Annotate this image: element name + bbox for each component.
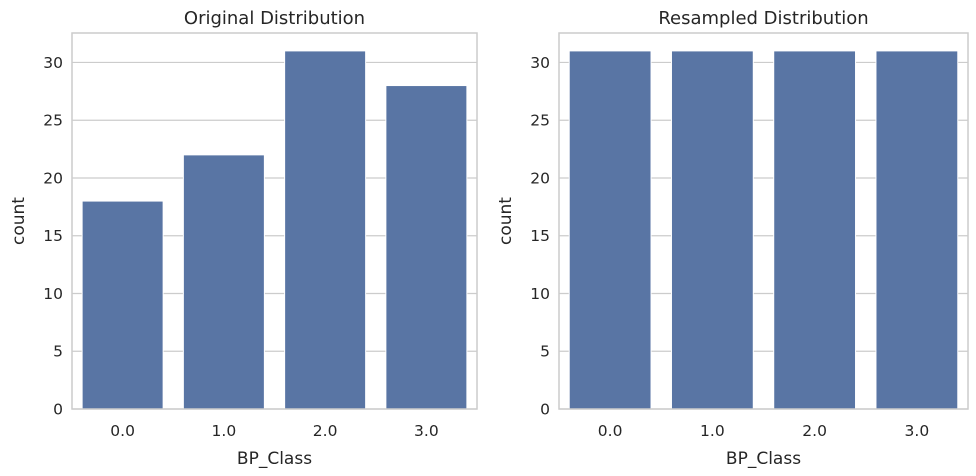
y-tick-label: 0 — [540, 401, 550, 419]
y-tick-label: 25 — [43, 112, 63, 130]
chart-original-distribution: 0 5 10 15 20 25 30 0.0 1.0 2.0 3.0 Original Distrib… — [9, 8, 478, 469]
y-tick-label: 15 — [530, 227, 550, 245]
x-tick-label: 3.0 — [414, 422, 439, 440]
y-axis-label: count — [9, 197, 29, 245]
chart-title: Original Distribution — [184, 8, 365, 29]
x-tick-labels: 0.0 1.0 2.0 3.0 — [598, 422, 929, 440]
x-tick-label: 0.0 — [110, 422, 135, 440]
bar-2.0 — [284, 50, 367, 410]
x-tick-label: 1.0 — [700, 422, 725, 440]
y-tick-labels: 0 5 10 15 20 25 30 — [43, 54, 63, 419]
x-tick-labels: 0.0 1.0 2.0 3.0 — [110, 422, 438, 440]
chart-title: Resampled Distribution — [658, 8, 868, 29]
y-tick-label: 10 — [530, 285, 550, 303]
y-tick-label: 0 — [53, 401, 63, 419]
y-tick-label: 15 — [43, 227, 63, 245]
x-axis-label: BP_Class — [237, 449, 312, 469]
x-tick-label: 2.0 — [802, 422, 827, 440]
x-tick-label: 2.0 — [313, 422, 338, 440]
plot-frame — [71, 32, 478, 410]
bar-3.0 — [875, 50, 959, 410]
bar-3.0 — [385, 85, 468, 410]
bars — [568, 50, 959, 410]
bar-1.0 — [670, 50, 754, 410]
y-tick-label: 5 — [53, 343, 63, 361]
chart-resampled-distribution: 0 5 10 15 20 25 30 0.0 1.0 2.0 3.0 Resampled Distri… — [496, 8, 969, 469]
y-tick-label: 10 — [43, 285, 63, 303]
bars — [81, 50, 468, 410]
y-tick-label: 30 — [530, 54, 550, 72]
x-tick-label: 1.0 — [212, 422, 237, 440]
bar-0.0 — [81, 200, 164, 410]
y-axis-label: count — [496, 197, 516, 245]
y-tick-label: 20 — [530, 169, 550, 187]
bar-0.0 — [568, 50, 652, 410]
y-tick-label: 5 — [540, 343, 550, 361]
y-tick-labels: 0 5 10 15 20 25 30 — [530, 54, 550, 419]
x-tick-label: 3.0 — [905, 422, 930, 440]
plot-frame — [558, 32, 969, 410]
y-tick-label: 20 — [43, 169, 63, 187]
x-tick-label: 0.0 — [598, 422, 623, 440]
y-tick-label: 30 — [43, 54, 63, 72]
bar-2.0 — [773, 50, 857, 410]
bar-1.0 — [182, 154, 265, 410]
y-tick-label: 25 — [530, 112, 550, 130]
x-axis-label: BP_Class — [726, 449, 801, 469]
